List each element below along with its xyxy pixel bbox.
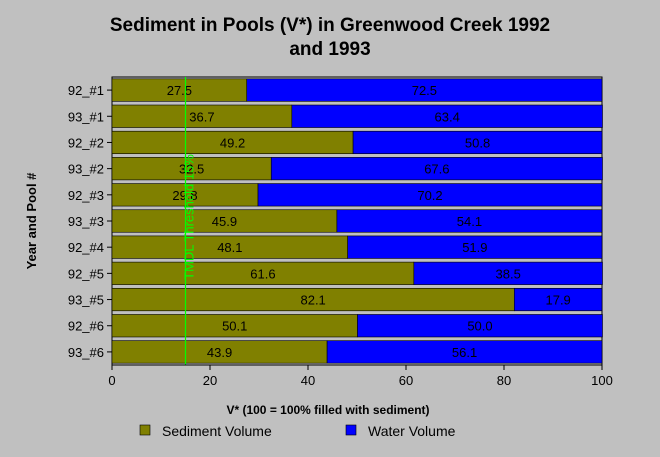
y-tick-label-9: 92_#6 (68, 319, 104, 334)
legend-swatch-water (345, 424, 357, 436)
x-tick-label-2: 40 (301, 373, 315, 388)
chart-title-line-2: and 1993 (289, 39, 371, 60)
y-tick-label-8: 93_#5 (68, 293, 104, 308)
data-label-water-1: 63.4 (435, 109, 460, 124)
y-tick-label-2: 92_#2 (68, 135, 104, 150)
data-label-sediment-8: 82.1 (300, 293, 325, 308)
data-label-water-6: 51.9 (462, 240, 487, 255)
y-tick-label-7: 92_#5 (68, 266, 104, 281)
threshold-label: TMDL Threshold 15% (182, 154, 197, 280)
y-tick-label-1: 93_#1 (68, 109, 104, 124)
data-label-water-5: 54.1 (457, 214, 482, 229)
bar-water-8 (513, 287, 603, 312)
data-label-water-2: 50.8 (465, 135, 490, 150)
x-tick-label-3: 60 (399, 373, 413, 388)
bar-water-7 (413, 261, 603, 285)
chart-title-line-1: Sediment in Pools (V*) in Greenwood Cree… (109, 15, 551, 36)
legend-swatch-sediment (139, 424, 151, 436)
data-label-water-4: 70.2 (417, 188, 442, 203)
legend-label-sediment: Sediment Volume (162, 423, 272, 439)
bar-water-1 (291, 104, 603, 128)
bar-water-9 (357, 314, 603, 338)
data-label-sediment-9: 50.1 (222, 319, 247, 334)
x-tick-label-0: 0 (108, 373, 115, 388)
data-label-water-3: 67.6 (424, 162, 449, 177)
data-label-water-7: 38.5 (496, 266, 521, 281)
y-tick-label-10: 93_#6 (68, 345, 104, 360)
data-label-water-10: 56.1 (452, 345, 477, 360)
bar-water-2 (352, 130, 603, 155)
y-tick-label-3: 93_#2 (68, 162, 104, 177)
legend-label-water: Water Volume (368, 423, 456, 439)
y-axis-label: Year and Pool # (24, 172, 39, 270)
y-tick-label-0: 92_#1 (68, 83, 104, 98)
bar-water-3 (270, 157, 603, 181)
x-axis-label: V* (100 = 100% filled with sediment) (226, 403, 429, 417)
x-tick-label-1: 20 (203, 373, 217, 388)
bar-water-0 (246, 78, 603, 102)
data-label-sediment-2: 49.2 (220, 135, 245, 150)
data-label-sediment-10: 43.9 (207, 345, 232, 360)
data-label-water-8: 17.9 (545, 293, 570, 308)
data-label-water-9: 50.0 (467, 319, 492, 334)
data-label-sediment-6: 48.1 (217, 240, 242, 255)
x-tick-label-5: 100 (591, 373, 613, 388)
y-tick-label-4: 92_#3 (68, 188, 104, 203)
y-tick-label-6: 92_#4 (68, 240, 104, 255)
chart-title: Sediment in Pools (V*) in Greenwood Cree… (0, 14, 660, 62)
data-label-sediment-0: 27.5 (167, 83, 192, 98)
y-tick-label-5: 93_#3 (68, 214, 104, 229)
bar-water-4 (257, 183, 603, 207)
data-label-sediment-1: 36.7 (189, 109, 214, 124)
data-label-sediment-5: 45.9 (212, 214, 237, 229)
bar-water-5 (336, 209, 603, 233)
bar-water-10 (326, 340, 603, 364)
bar-water-6 (347, 235, 603, 259)
data-label-sediment-7: 61.6 (250, 266, 275, 281)
data-label-water-0: 72.5 (412, 83, 437, 98)
x-tick-label-4: 80 (497, 373, 511, 388)
